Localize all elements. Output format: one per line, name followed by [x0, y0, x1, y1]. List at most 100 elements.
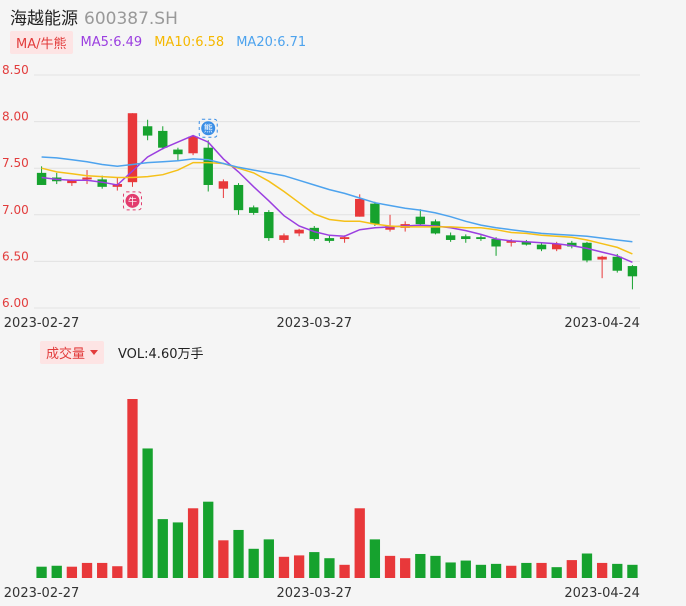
- candle-body: [445, 235, 456, 240]
- candle-body: [158, 130, 168, 148]
- volume-bar: [596, 562, 608, 578]
- stock-name: 海越能源: [10, 9, 78, 29]
- candle-body: [233, 184, 244, 211]
- candle-body: [385, 225, 395, 230]
- candle-body: [324, 238, 335, 241]
- bear-badge-icon-frame: [198, 118, 218, 138]
- bear-badge-icon: [201, 121, 216, 136]
- candle-body: [294, 229, 304, 234]
- volume-bar: [475, 564, 487, 578]
- volume-bar: [339, 564, 350, 578]
- candle-body: [567, 242, 577, 247]
- volume-bar: [430, 555, 441, 578]
- y-tick-label: 8.00: [2, 110, 29, 124]
- x-tick-label: 2023-03-27: [276, 316, 352, 331]
- candle-body: [536, 244, 547, 250]
- volume-bar: [112, 566, 123, 578]
- volume-bar: [566, 560, 577, 578]
- y-tick-label: 7.50: [2, 156, 29, 170]
- volume-bar: [263, 539, 274, 578]
- volume-bar: [354, 508, 365, 578]
- candle-body: [355, 198, 365, 217]
- candle-body: [627, 266, 638, 277]
- volume-bar: [248, 548, 259, 578]
- ma20-line: [41, 156, 633, 243]
- x-tick-label: 2023-04-24: [564, 316, 640, 331]
- stock-code: 600387.SH: [84, 9, 178, 29]
- ma5-legend: MA5:6.49: [80, 34, 143, 50]
- volume-bar: [445, 562, 456, 578]
- y-tick-label: 7.00: [2, 203, 29, 217]
- volume-bar: [172, 522, 184, 578]
- volume-bar: [278, 556, 290, 578]
- volume-bar: [581, 553, 593, 578]
- ma10-line: [41, 161, 633, 255]
- volume-bar: [536, 562, 547, 578]
- volume-bar: [506, 565, 517, 578]
- volume-bar: [490, 563, 502, 578]
- volume-bar: [97, 562, 108, 578]
- candle-body: [173, 149, 183, 155]
- candle-body: [476, 237, 486, 240]
- candle-body: [339, 237, 350, 240]
- volume-legend: 成交量 VOL:4.60万手: [40, 340, 204, 364]
- volume-bar: [415, 553, 426, 578]
- volume-bar: [187, 508, 199, 578]
- candle-body: [248, 207, 259, 213]
- volume-bar: [127, 399, 138, 578]
- volume-bar: [400, 558, 411, 578]
- volume-x-tick-label: 2023-02-27: [4, 586, 80, 601]
- candle-body: [551, 243, 562, 250]
- candle-body: [279, 235, 289, 240]
- volume-bar: [203, 501, 214, 578]
- volume-bar: [36, 566, 47, 578]
- volume-bar: [218, 540, 229, 578]
- candle-body: [461, 236, 471, 240]
- ma20-legend: MA20:6.71: [236, 34, 307, 50]
- volume-bar: [233, 529, 244, 578]
- candle-body: [67, 180, 77, 184]
- ma-legend: MA/牛熊 MA5:6.49 MA10:6.58 MA20:6.71: [10, 30, 318, 54]
- volume-bar: [521, 562, 532, 578]
- caret-down-icon: [90, 349, 99, 355]
- volume-x-tick-label: 2023-03-27: [276, 586, 352, 601]
- volume-selector-tag[interactable]: 成交量: [40, 340, 105, 364]
- candle-body: [370, 203, 380, 225]
- candle-body: [491, 239, 501, 247]
- volume-bar: [309, 552, 320, 578]
- candle-body: [521, 241, 532, 245]
- y-tick-label: 8.50: [2, 63, 29, 77]
- candle-body: [415, 216, 426, 225]
- volume-bar: [142, 448, 153, 578]
- candle-body: [188, 136, 198, 154]
- bull-badge-icon: [125, 193, 140, 208]
- volume-x-tick-label: 2023-04-24: [564, 586, 640, 601]
- candle-body: [36, 172, 47, 185]
- volume-bar: [51, 565, 62, 578]
- volume-bar: [157, 519, 168, 578]
- candle-body: [597, 256, 607, 260]
- bear-badge-icon-glyph: 熊: [204, 123, 213, 135]
- stock-header: 海越能源 600387.SH: [10, 4, 178, 29]
- volume-bar: [293, 555, 305, 578]
- ma-selector-tag[interactable]: MA/牛熊: [10, 30, 73, 54]
- volume-value: VOL:4.60万手: [118, 346, 204, 362]
- candle-body: [506, 240, 516, 243]
- candle-body: [142, 126, 153, 136]
- volume-tag-label: 成交量: [46, 346, 86, 362]
- volume-bar: [551, 567, 562, 578]
- candle-body: [612, 256, 622, 271]
- volume-bar: [324, 558, 335, 578]
- x-tick-label: 2023-02-27: [4, 316, 80, 331]
- candle-body: [97, 179, 107, 187]
- y-tick-label: 6.50: [2, 249, 29, 263]
- bull-badge-icon-glyph: 牛: [128, 195, 137, 207]
- candle-body: [218, 181, 229, 189]
- volume-bar: [627, 564, 638, 578]
- volume-bar: [612, 563, 623, 578]
- ma10-legend: MA10:6.58: [154, 34, 225, 50]
- volume-bar: [369, 539, 381, 578]
- volume-bar: [384, 555, 396, 578]
- candle-body: [264, 212, 274, 239]
